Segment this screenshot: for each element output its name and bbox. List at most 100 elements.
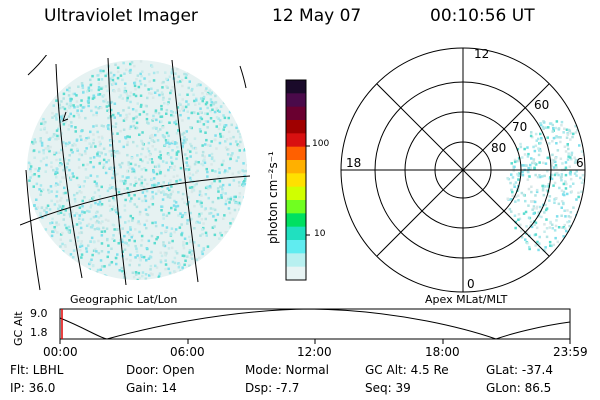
- emission-pixel: [78, 217, 81, 220]
- emission-pixel: [143, 197, 147, 201]
- emission-pixel: [146, 213, 150, 217]
- emission-pixel: [218, 123, 222, 126]
- emission-pixel: [69, 253, 73, 256]
- emission-pixel: [168, 121, 171, 124]
- emission-pixel: [186, 255, 189, 258]
- emission-pixel: [177, 150, 180, 153]
- emission-pixel: [47, 148, 50, 151]
- emission-pixel: [113, 102, 117, 105]
- emission-pixel: [173, 165, 177, 168]
- emission-pixel: [154, 264, 157, 268]
- emission-pixel: [81, 199, 84, 203]
- emission-pixel: [178, 226, 182, 229]
- polar-emission-pixel: [555, 120, 559, 123]
- emission-pixel: [184, 141, 187, 144]
- emission-pixel: [83, 196, 86, 199]
- emission-pixel: [164, 263, 168, 266]
- emission-pixel: [194, 160, 198, 164]
- emission-pixel: [57, 223, 61, 226]
- emission-pixel: [200, 162, 203, 166]
- emission-pixel: [70, 97, 73, 101]
- polar-emission-pixel: [559, 140, 562, 144]
- emission-pixel: [55, 167, 58, 170]
- emission-pixel: [115, 262, 118, 266]
- polar-emission-pixel: [549, 122, 553, 125]
- emission-pixel: [189, 240, 192, 244]
- emission-pixel: [178, 93, 181, 96]
- emission-pixel: [184, 212, 187, 216]
- emission-pixel: [50, 199, 53, 203]
- emission-pixel: [73, 92, 77, 96]
- polar-emission-pixel: [538, 235, 541, 239]
- emission-pixel: [188, 172, 191, 175]
- polar-emission-pixel: [561, 193, 565, 196]
- emission-pixel: [191, 173, 195, 177]
- emission-pixel: [85, 137, 88, 140]
- emission-pixel: [164, 71, 167, 74]
- polar-emission-pixel: [544, 203, 547, 207]
- emission-pixel: [101, 220, 104, 223]
- emission-pixel: [214, 170, 217, 173]
- time-tick-0000: 00:00: [43, 345, 78, 359]
- emission-pixel: [184, 153, 187, 156]
- emission-pixel: [160, 254, 164, 258]
- info-mode: Mode: Normal: [245, 363, 329, 377]
- polar-emission-pixel: [563, 223, 566, 227]
- emission-pixel: [106, 238, 109, 242]
- emission-pixel: [221, 188, 224, 191]
- emission-pixel: [97, 239, 100, 243]
- emission-pixel: [133, 81, 136, 85]
- emission-pixel: [155, 237, 158, 241]
- emission-pixel: [210, 157, 214, 161]
- emission-pixel: [238, 184, 241, 187]
- emission-pixel: [153, 184, 156, 187]
- emission-pixel: [125, 257, 129, 261]
- emission-pixel: [151, 203, 155, 206]
- polar-emission-pixel: [566, 220, 569, 224]
- emission-pixel: [126, 153, 129, 157]
- altitude-tick-low: 1.8: [30, 326, 48, 339]
- emission-pixel: [68, 86, 71, 90]
- polar-emission-pixel: [535, 226, 539, 230]
- emission-pixel: [97, 150, 100, 154]
- emission-pixel: [76, 147, 79, 151]
- emission-pixel: [167, 267, 170, 271]
- emission-pixel: [126, 231, 130, 234]
- emission-pixel: [69, 112, 72, 116]
- emission-pixel: [159, 184, 162, 187]
- emission-pixel: [170, 166, 173, 169]
- polar-emission-pixel: [557, 202, 561, 206]
- emission-pixel: [132, 124, 136, 128]
- emission-pixel: [201, 154, 204, 157]
- emission-pixel: [178, 109, 182, 113]
- emission-pixel: [133, 203, 136, 206]
- emission-pixel: [165, 141, 168, 145]
- emission-pixel: [131, 217, 135, 220]
- emission-pixel: [75, 191, 79, 195]
- emission-pixel: [63, 158, 66, 161]
- emission-pixel: [168, 196, 172, 199]
- emission-pixel: [97, 107, 100, 110]
- emission-pixel: [162, 217, 165, 220]
- emission-pixel: [137, 271, 141, 275]
- emission-pixel: [204, 120, 208, 123]
- emission-pixel: [132, 168, 136, 172]
- emission-pixel: [202, 97, 205, 100]
- emission-pixel: [184, 259, 187, 262]
- polar-emission-pixel: [554, 164, 558, 167]
- emission-pixel: [68, 168, 71, 172]
- emission-pixel: [55, 116, 58, 119]
- emission-pixel: [84, 152, 87, 155]
- emission-pixel: [112, 82, 115, 85]
- emission-pixel: [112, 234, 115, 237]
- polar-emission-pixel: [510, 162, 513, 165]
- polar-emission-pixel: [576, 128, 579, 132]
- color-scale-step: [286, 213, 306, 228]
- emission-pixel: [58, 158, 62, 161]
- emission-pixel: [234, 195, 237, 199]
- emission-pixel: [231, 172, 234, 175]
- emission-pixel: [96, 154, 99, 157]
- polar-emission-pixel: [572, 132, 575, 136]
- polar-emission-pixel: [550, 173, 553, 177]
- emission-pixel: [195, 151, 198, 155]
